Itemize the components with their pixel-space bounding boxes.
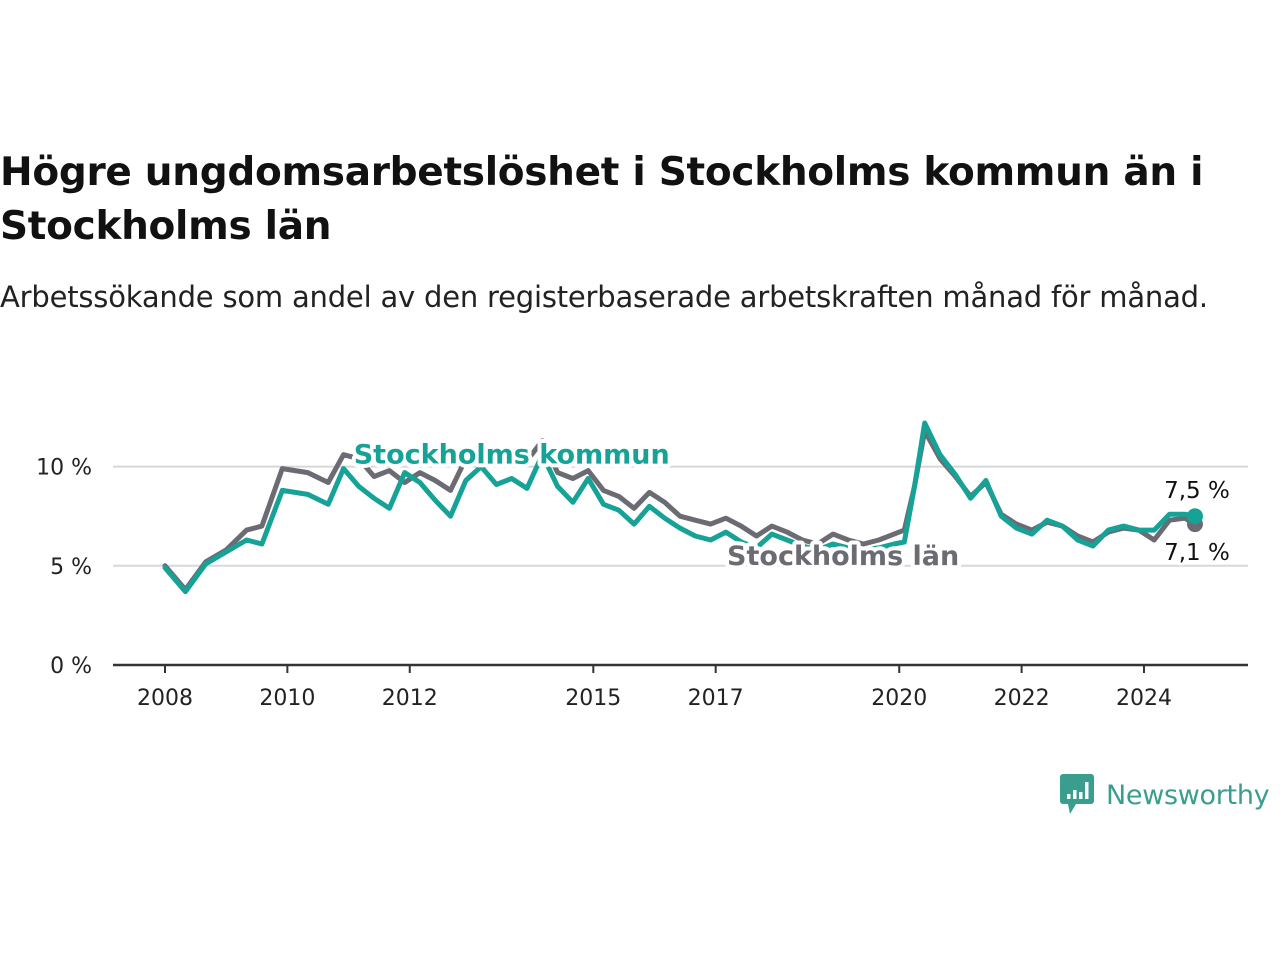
series-label-stockholms-l-n: Stockholms län [727, 541, 959, 572]
end-marker-stockholms-kommun [1186, 508, 1203, 525]
brand-name: Newsworthy [1106, 779, 1270, 811]
y-tick-label: 5 % [50, 555, 92, 580]
x-tick-label: 2012 [382, 686, 438, 711]
y-tick-label: 10 % [36, 456, 92, 481]
end-value-halo-stockholms-kommun: 7,5 % [1164, 478, 1230, 504]
series-label-halo-stockholms-l-n: Stockholms län [727, 541, 959, 572]
x-tick-label: 2015 [565, 686, 621, 711]
x-tick-label: 2024 [1116, 686, 1172, 711]
chart-title: Högre ungdomsarbetslöshet i Stockholms k… [0, 150, 1204, 249]
series-label-stockholms-kommun: Stockholms kommun [354, 440, 670, 471]
end-value-halo-stockholms-l-n: 7,1 % [1164, 540, 1230, 566]
y-axis-tick-labels: 0 % 5 % 10 % [36, 456, 92, 679]
end-value-label-stockholms-l-n: 7,1 % [1164, 540, 1230, 566]
end-value-label-stockholms-kommun: 7,5 % [1164, 478, 1230, 504]
newsworthy-logo: Newsworthy [1058, 772, 1270, 818]
x-tick-label: 2022 [994, 686, 1050, 711]
series-label-halo-stockholms-kommun: Stockholms kommun [354, 440, 670, 471]
chart-subtitle: Arbetssökande som andel av den registerb… [0, 280, 1208, 314]
bar-chart-logo-icon [1060, 774, 1094, 814]
x-tick-label: 2017 [688, 686, 744, 711]
x-tick-label: 2010 [259, 686, 315, 711]
x-tick-label: 2008 [137, 686, 193, 711]
y-tick-label: 0 % [50, 654, 92, 679]
grid-lines [113, 465, 1248, 567]
x-axis-ticks: 2008 2010 2012 2015 2017 2020 2022 2024 [137, 665, 1172, 711]
x-tick-label: 2020 [871, 686, 927, 711]
series-layer [162, 420, 1203, 595]
